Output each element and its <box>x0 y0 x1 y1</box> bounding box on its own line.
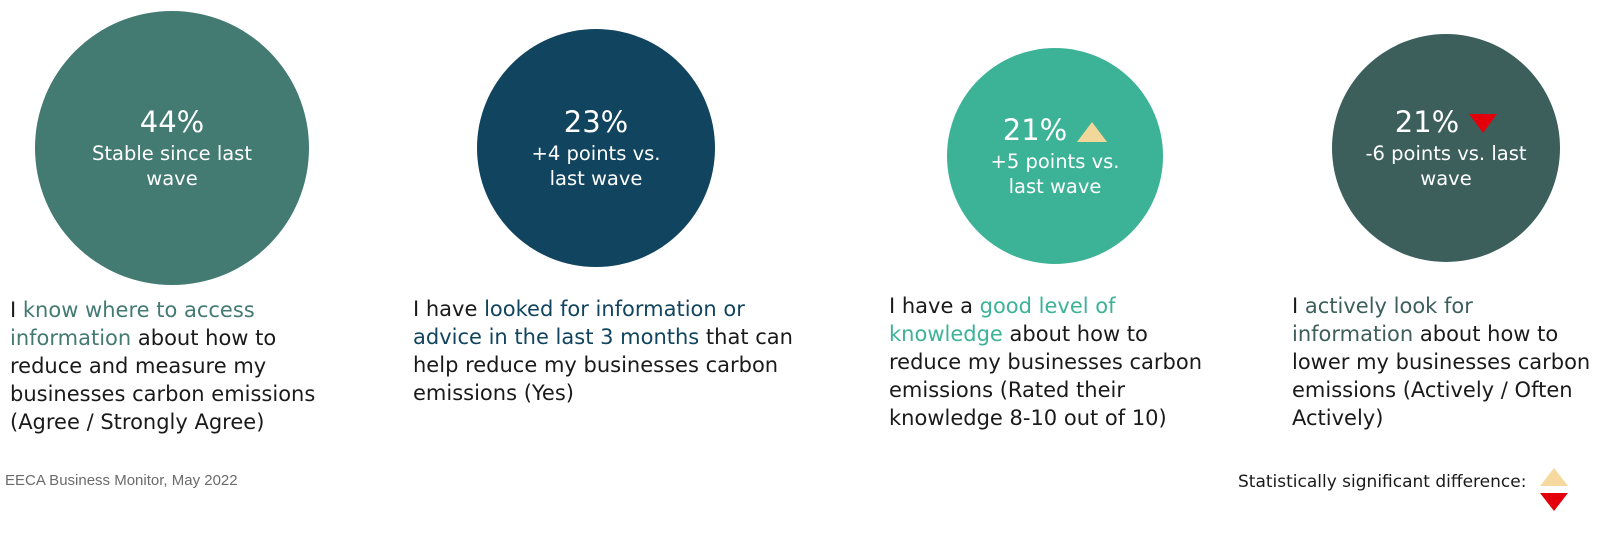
metric-statement-3: I have a good level of knowledge about h… <box>889 292 1219 432</box>
metric-change: -6 points vs. last wave <box>1365 142 1527 190</box>
statement-highlight: good level of knowledge <box>889 294 1116 346</box>
statement-text: that can help reduce my businesses carbo… <box>413 325 793 405</box>
statement-text: I <box>1292 294 1305 318</box>
metric-value: 21% <box>1394 105 1460 139</box>
metric-value-row: 23% <box>564 105 628 139</box>
statement-text: I have a <box>889 294 980 318</box>
statement-highlight: know where to access information <box>10 298 255 350</box>
metric-statement-2: I have looked for information or advice … <box>413 295 793 407</box>
statement-text: about how to reduce and measure my busin… <box>10 326 316 434</box>
statement-text: about how to lower my businesses carbon … <box>1292 322 1591 430</box>
metric-change: +4 points vs. last wave <box>531 142 661 190</box>
metric-value: 44% <box>139 105 205 139</box>
source-note: EECA Business Monitor, May 2022 <box>5 472 238 489</box>
metric-change: +5 points vs. last wave <box>990 150 1120 198</box>
statement-text: I have <box>413 297 485 321</box>
metric-value-row: 44% <box>140 105 204 139</box>
metric-value-row: 21% <box>1002 113 1108 147</box>
metric-value: 21% <box>1002 113 1068 147</box>
significant-decrease-icon <box>1469 113 1498 133</box>
statement-text: about how to reduce my businesses carbon… <box>889 322 1203 430</box>
statement-text: I <box>10 298 23 322</box>
metric-circle-4: 21% -6 points vs. last wave <box>1332 34 1560 262</box>
metric-statement-1: I know where to access information about… <box>10 296 340 436</box>
statement-highlight: actively look for information <box>1292 294 1473 346</box>
metric-value-row: 21% <box>1394 105 1498 139</box>
legend-down-triangle-icon <box>1540 493 1568 511</box>
significance-legend-label: Statistically significant difference: <box>1238 472 1527 492</box>
statement-highlight: looked for information or advice in the … <box>413 297 745 349</box>
metric-circle-1: 44% Stable since last wave <box>35 11 309 285</box>
metric-circle-2: 23% +4 points vs. last wave <box>477 29 715 267</box>
metric-value: 23% <box>563 105 629 139</box>
legend-up-triangle-icon <box>1540 468 1568 486</box>
metric-change: Stable since last wave <box>92 142 252 190</box>
metric-circle-3: 21% +5 points vs. last wave <box>947 48 1163 264</box>
metric-statement-4: I actively look for information about ho… <box>1292 292 1592 432</box>
significant-increase-icon <box>1077 122 1108 142</box>
